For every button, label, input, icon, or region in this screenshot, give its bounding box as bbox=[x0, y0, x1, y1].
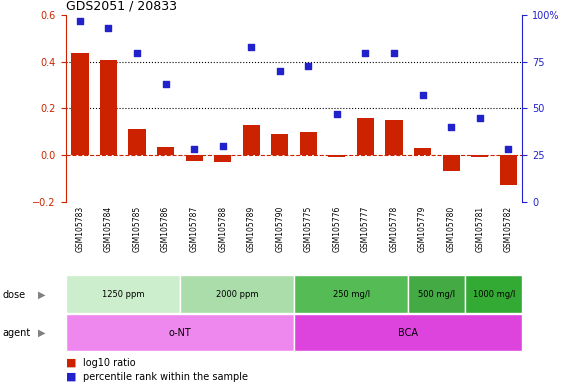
Bar bbox=[328, 155, 345, 157]
Point bbox=[75, 18, 85, 24]
Text: GSM105781: GSM105781 bbox=[475, 206, 484, 252]
Text: GSM105785: GSM105785 bbox=[132, 206, 142, 252]
Bar bbox=[157, 147, 174, 155]
Point bbox=[132, 50, 142, 56]
Point bbox=[304, 63, 313, 69]
Bar bbox=[443, 155, 460, 171]
Text: GSM105789: GSM105789 bbox=[247, 206, 256, 252]
Point bbox=[418, 93, 427, 99]
Text: GSM105775: GSM105775 bbox=[304, 206, 313, 252]
Text: GSM105786: GSM105786 bbox=[161, 206, 170, 252]
Point bbox=[104, 25, 113, 31]
Point bbox=[475, 115, 484, 121]
Point bbox=[161, 81, 170, 87]
Text: agent: agent bbox=[3, 328, 31, 338]
Point bbox=[332, 111, 341, 117]
Bar bbox=[357, 118, 374, 155]
Bar bbox=[385, 120, 403, 155]
Bar bbox=[294, 275, 408, 313]
Text: ▶: ▶ bbox=[38, 328, 46, 338]
Text: 500 mg/l: 500 mg/l bbox=[418, 290, 456, 299]
Point bbox=[275, 68, 284, 74]
Bar bbox=[71, 53, 89, 155]
Text: 2000 ppm: 2000 ppm bbox=[216, 290, 258, 299]
Point bbox=[247, 44, 256, 50]
Bar bbox=[471, 155, 488, 157]
Point bbox=[447, 124, 456, 130]
Bar bbox=[100, 60, 117, 155]
Text: ▶: ▶ bbox=[38, 290, 46, 300]
Text: ■: ■ bbox=[66, 358, 76, 368]
Point bbox=[389, 50, 399, 56]
Text: BCA: BCA bbox=[398, 328, 419, 338]
Point bbox=[218, 143, 227, 149]
Bar bbox=[465, 275, 522, 313]
Text: 1000 mg/l: 1000 mg/l bbox=[473, 290, 515, 299]
Bar bbox=[128, 129, 146, 155]
Text: GDS2051 / 20833: GDS2051 / 20833 bbox=[66, 0, 176, 13]
Bar bbox=[186, 155, 203, 161]
Bar bbox=[300, 132, 317, 155]
Text: o-NT: o-NT bbox=[168, 328, 191, 338]
Bar bbox=[414, 148, 431, 155]
Bar bbox=[271, 134, 288, 155]
Text: GSM105778: GSM105778 bbox=[389, 206, 399, 252]
Text: log10 ratio: log10 ratio bbox=[83, 358, 135, 368]
Text: GSM105784: GSM105784 bbox=[104, 206, 113, 252]
Text: GSM105788: GSM105788 bbox=[218, 206, 227, 252]
Text: 1250 ppm: 1250 ppm bbox=[102, 290, 144, 299]
Text: GSM105790: GSM105790 bbox=[275, 206, 284, 252]
Bar bbox=[294, 314, 522, 351]
Text: GSM105783: GSM105783 bbox=[75, 206, 85, 252]
Text: GSM105779: GSM105779 bbox=[418, 206, 427, 252]
Point bbox=[361, 50, 370, 56]
Text: ■: ■ bbox=[66, 372, 76, 382]
Bar bbox=[500, 155, 517, 185]
Text: GSM105782: GSM105782 bbox=[504, 206, 513, 252]
Point bbox=[190, 146, 199, 152]
Bar bbox=[66, 314, 294, 351]
Text: GSM105780: GSM105780 bbox=[447, 206, 456, 252]
Point bbox=[504, 146, 513, 152]
Bar bbox=[66, 275, 180, 313]
Bar bbox=[214, 155, 231, 162]
Bar bbox=[180, 275, 294, 313]
Text: percentile rank within the sample: percentile rank within the sample bbox=[83, 372, 248, 382]
Text: GSM105777: GSM105777 bbox=[361, 206, 370, 252]
Text: GSM105787: GSM105787 bbox=[190, 206, 199, 252]
Text: 250 mg/l: 250 mg/l bbox=[332, 290, 370, 299]
Bar bbox=[243, 125, 260, 155]
Bar bbox=[408, 275, 465, 313]
Text: GSM105776: GSM105776 bbox=[332, 206, 341, 252]
Text: dose: dose bbox=[3, 290, 26, 300]
